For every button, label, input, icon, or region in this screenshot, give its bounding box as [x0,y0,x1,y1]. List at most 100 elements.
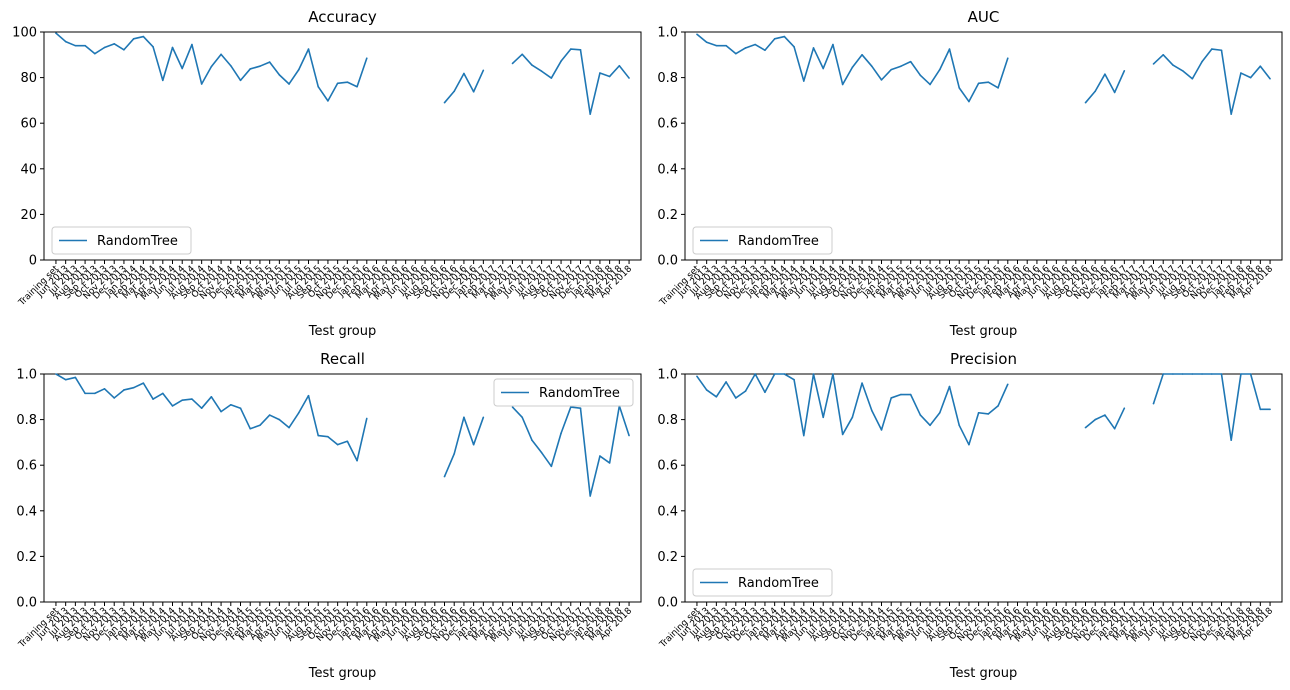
series-line-randomtree [696,33,1271,115]
data-point [734,52,737,55]
data-point [822,67,825,70]
data-point [1269,408,1271,411]
data-point [268,414,271,416]
data-point [599,455,601,457]
data-point [1094,418,1097,421]
data-point [725,44,727,47]
data-point [1084,426,1087,429]
data-point [977,411,980,414]
data-point [783,373,786,375]
data-point [1201,373,1203,375]
data-point [307,48,310,50]
data-point [870,65,873,67]
data-point [142,35,145,38]
data-point [589,495,592,497]
data-point [909,393,912,396]
data-point [861,382,863,384]
data-point [1240,373,1242,375]
data-point [705,389,708,391]
y-tick-label: 0.8 [16,413,37,428]
y-tick-label: 0.0 [16,596,37,611]
data-point [1123,407,1126,410]
plot-title: AUC [968,8,1000,26]
data-point [463,72,465,75]
axes-frame [43,373,642,603]
data-point [851,416,854,419]
y-tick-label: 80 [20,71,37,86]
data-point [191,43,193,46]
data-point [618,64,621,67]
data-point [220,410,222,413]
x-axis-label: Test group [949,666,1018,681]
data-point [900,393,902,396]
data-point [278,418,281,421]
y-tick-label: 0.6 [16,459,37,474]
data-point [793,46,795,48]
data-point [1162,54,1165,56]
data-point [938,411,941,414]
data-point [1104,73,1106,75]
data-point [365,417,368,420]
data-point [239,79,242,82]
data-point [919,74,922,77]
data-point [521,53,524,56]
data-point [1220,373,1223,375]
data-point [1113,91,1116,94]
data-point [948,48,951,50]
data-point [1181,373,1184,375]
y-tick-label: 100 [12,26,37,41]
data-point [181,399,184,402]
data-point [696,33,698,36]
data-point [84,392,86,395]
data-point [773,373,776,375]
data-point [1210,373,1213,375]
data-point [1152,402,1155,405]
data-point [880,79,883,81]
data-point [802,434,805,437]
legend-entry: RandomTree [738,234,819,249]
data-point [841,83,844,86]
data-point [832,43,834,46]
data-point [511,406,514,408]
data-point [696,375,698,378]
data-point [1220,49,1223,52]
data-point [599,72,601,74]
data-point [958,424,961,427]
data-point [210,65,213,68]
data-point [608,462,611,464]
data-point [929,424,931,427]
data-point [919,414,922,416]
data-point [1006,383,1009,386]
data-point [550,465,553,468]
y-tick-label: 1.0 [657,26,678,41]
data-point [482,69,485,72]
data-point [472,443,475,446]
data-point [938,68,941,71]
axes-frame [684,373,1283,603]
data-point [1162,373,1165,375]
data-point [93,392,96,395]
data-point [909,60,912,63]
data-point [93,52,96,55]
data-point [531,439,533,441]
data-point [1172,373,1174,375]
plot-title: Precision [950,350,1017,368]
data-point [132,386,135,389]
data-point [453,453,456,455]
data-point [793,378,795,381]
data-point [1113,427,1116,430]
data-point [1123,69,1126,72]
data-point [1240,72,1242,74]
data-point [579,48,582,51]
legend-box [692,226,833,255]
legend: RandomTree [493,378,634,407]
y-tick-label: 0.2 [16,550,37,565]
y-tick-label: 1.0 [16,368,37,383]
data-point [346,440,349,443]
data-point [958,87,961,89]
data-point [161,79,164,82]
